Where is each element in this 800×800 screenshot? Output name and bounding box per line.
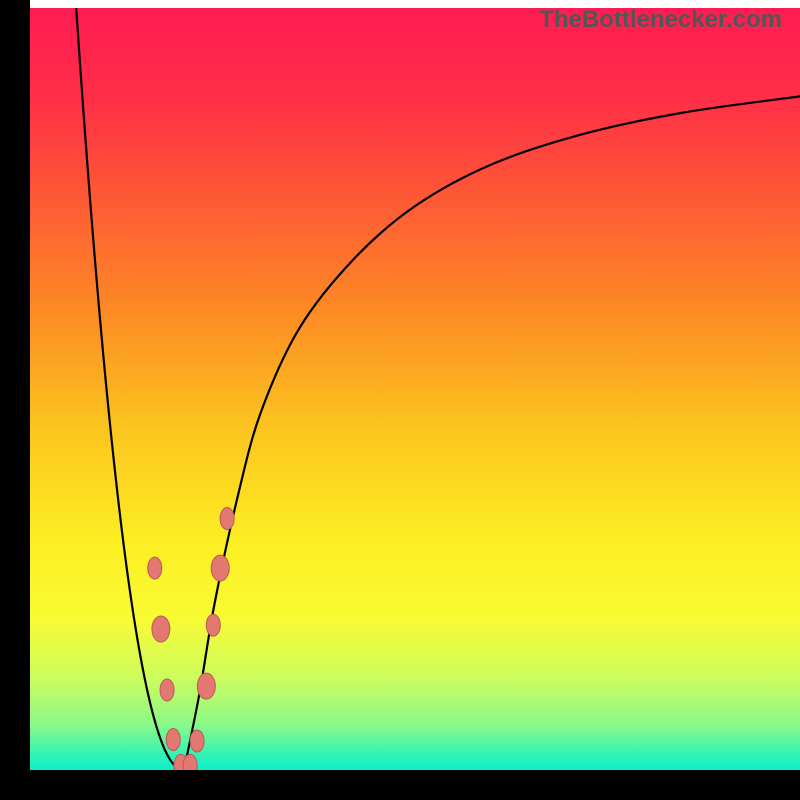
frame-bottom-bar xyxy=(0,770,800,800)
plot-area xyxy=(30,8,800,770)
frame-left-bar xyxy=(0,0,30,800)
chart-frame: TheBottlenecker.com xyxy=(0,0,800,800)
bottleneck-chart-svg xyxy=(30,8,800,770)
watermark-text: TheBottlenecker.com xyxy=(539,6,782,34)
